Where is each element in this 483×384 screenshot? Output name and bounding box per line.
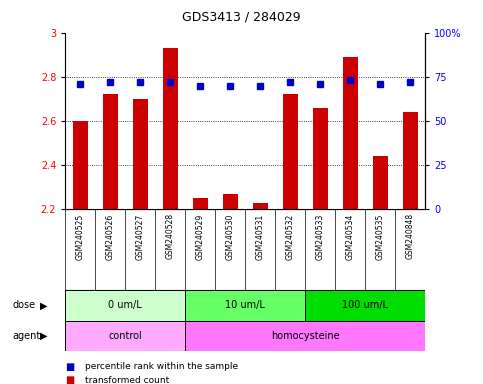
- Bar: [133, 99, 148, 209]
- Text: 100 um/L: 100 um/L: [342, 300, 388, 310]
- Text: GSM240526: GSM240526: [106, 214, 114, 260]
- Bar: [342, 57, 357, 209]
- Text: ▶: ▶: [40, 331, 47, 341]
- Text: GSM240534: GSM240534: [345, 214, 355, 260]
- Text: ▶: ▶: [40, 300, 47, 310]
- Text: control: control: [108, 331, 142, 341]
- Bar: [103, 94, 118, 209]
- Text: 10 um/L: 10 um/L: [225, 300, 265, 310]
- Text: percentile rank within the sample: percentile rank within the sample: [85, 362, 238, 371]
- Text: GSM240533: GSM240533: [315, 214, 325, 260]
- Text: ■: ■: [65, 375, 74, 384]
- Text: GSM240525: GSM240525: [76, 214, 85, 260]
- Text: homocysteine: homocysteine: [271, 331, 340, 341]
- Bar: [163, 48, 178, 209]
- Text: GSM240529: GSM240529: [196, 214, 205, 260]
- Text: GSM240530: GSM240530: [226, 214, 235, 260]
- Bar: [253, 203, 268, 209]
- Text: GSM240535: GSM240535: [376, 214, 384, 260]
- Bar: [65, 290, 185, 321]
- Bar: [185, 321, 425, 351]
- Text: agent: agent: [12, 331, 40, 341]
- Bar: [193, 198, 208, 209]
- Text: ■: ■: [65, 362, 74, 372]
- Text: 0 um/L: 0 um/L: [108, 300, 142, 310]
- Text: GSM240531: GSM240531: [256, 214, 265, 260]
- Bar: [73, 121, 88, 209]
- Bar: [402, 112, 417, 209]
- Bar: [185, 290, 305, 321]
- Text: dose: dose: [12, 300, 35, 310]
- Text: GDS3413 / 284029: GDS3413 / 284029: [182, 11, 301, 24]
- Text: GSM240532: GSM240532: [285, 214, 295, 260]
- Text: GSM240527: GSM240527: [136, 214, 145, 260]
- Text: transformed count: transformed count: [85, 376, 169, 384]
- Bar: [283, 94, 298, 209]
- Bar: [372, 156, 387, 209]
- Bar: [65, 321, 185, 351]
- Bar: [313, 108, 327, 209]
- Text: GSM240848: GSM240848: [406, 214, 414, 260]
- Bar: [223, 194, 238, 209]
- Text: GSM240528: GSM240528: [166, 214, 175, 260]
- Bar: [305, 290, 425, 321]
